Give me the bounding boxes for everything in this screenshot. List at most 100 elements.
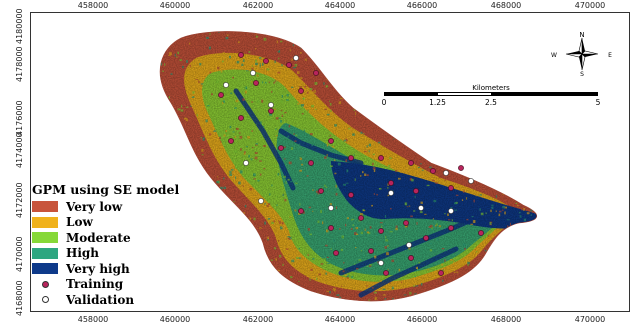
legend-title: GPM using SE model [32,182,180,197]
legend: GPM using SE model Very low Low Moderate Hi… [32,182,200,308]
legend-label: Very low [66,199,123,214]
legend-item: Validation [32,292,200,308]
training-point [333,250,339,256]
validation-point [378,260,384,266]
training-point [423,235,429,241]
x-tick-label-top: 466000 [406,1,438,10]
training-point [278,145,284,151]
x-tick-label-bottom: 470000 [574,315,606,324]
legend-swatch [32,232,58,244]
scale-label: 5 [595,98,601,107]
legend-point-marker [41,296,49,304]
training-point [388,180,394,186]
x-tick-label-top: 458000 [77,1,109,10]
x-tick-label-top: 468000 [490,1,522,10]
y-tick-label: 4170000 [15,236,24,272]
training-point [383,270,389,276]
training-point [413,188,419,194]
training-point [263,58,269,64]
training-point [308,160,314,166]
training-point [448,185,454,191]
y-tick-label: 4168000 [15,280,24,316]
x-tick-label-bottom: 460000 [159,315,191,324]
training-point [448,225,454,231]
validation-point [443,170,449,176]
training-point [268,108,274,114]
training-point [238,115,244,121]
east-label: E [608,52,612,59]
training-point [458,165,464,171]
legend-label: Validation [66,292,135,307]
legend-item: Training [32,277,200,293]
legend-item: Very high [32,261,200,277]
legend-item: High [32,246,200,262]
legend-swatch [32,247,58,259]
region-outline [159,31,538,302]
legend-swatch [32,201,58,213]
training-point [438,270,444,276]
legend-item: Moderate [32,230,200,246]
validation-point [388,190,394,196]
validation-point [223,82,229,88]
y-tick-label: 4174000 [15,132,24,168]
training-point [238,52,244,58]
scale-title: Kilometers [472,84,510,92]
training-point [286,62,292,68]
y-tick-label: 4172000 [15,182,24,218]
validation-point [258,198,264,204]
training-point [358,215,364,221]
x-tick-label-bottom: 468000 [490,315,522,324]
training-point [368,248,374,254]
scale-segments [384,92,598,96]
training-point [378,155,384,161]
training-point [403,220,409,226]
training-point [408,160,414,166]
scale-label: 0 [381,98,387,107]
training-point [298,208,304,214]
y-tick-label: 4178000 [15,46,24,82]
legend-swatch [32,263,58,275]
x-tick-label-top: 462000 [242,1,274,10]
validation-point [448,208,454,214]
compass-rose-icon: N S E W [548,30,616,78]
training-point [328,138,334,144]
legend-label: Training [66,277,124,292]
scale-label: 2.5 [485,98,497,107]
legend-label: Low [66,215,93,230]
map-frame [30,12,630,312]
validation-point [406,242,412,248]
training-point [348,155,354,161]
potential-map [159,31,538,302]
validation-point [328,205,334,211]
x-tick-label-bottom: 462000 [242,315,274,324]
x-tick-label-bottom: 458000 [77,315,109,324]
training-point [348,192,354,198]
training-point [218,92,224,98]
legend-point-marker [41,280,49,288]
validation-point [418,205,424,211]
legend-label: Very high [66,261,130,276]
validation-point [243,160,249,166]
south-label: S [580,71,584,76]
training-point [253,80,259,86]
y-tick-label: 4180000 [15,8,24,44]
legend-swatch [32,216,58,228]
legend-label: High [66,246,100,261]
x-tick-label-top: 460000 [159,1,191,10]
north-label: N [579,31,584,39]
scale-bar: Kilometers 0 1.25 2.5 5 [380,84,602,107]
training-point [318,188,324,194]
y-tick-label: 4176000 [15,100,24,136]
x-tick-label-top: 470000 [574,1,606,10]
x-tick-label-top: 464000 [324,1,356,10]
training-point [228,138,234,144]
validation-point [268,102,274,108]
scale-label: 1.25 [429,98,446,107]
training-point [313,70,319,76]
validation-point [250,70,256,76]
training-point [328,225,334,231]
training-point [408,255,414,261]
training-point [378,228,384,234]
training-point [430,168,436,174]
x-tick-label-bottom: 466000 [406,315,438,324]
